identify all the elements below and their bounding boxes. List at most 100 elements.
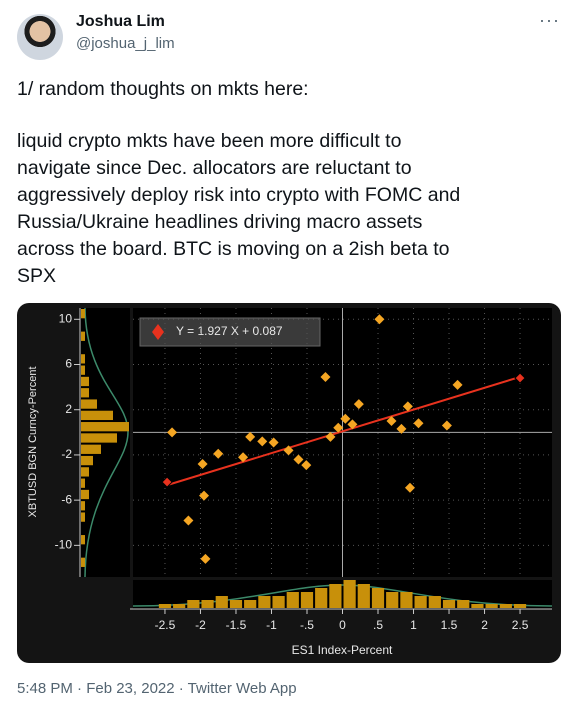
x-hist-bar	[329, 584, 342, 608]
x-hist-bar	[400, 592, 413, 608]
x-tick-label: .5	[373, 618, 383, 632]
x-hist-bar	[371, 588, 385, 608]
point	[167, 427, 178, 438]
y-hist-bar	[81, 410, 113, 421]
x-tick-label: -1.5	[226, 618, 247, 632]
y-hist-bar	[81, 467, 89, 477]
x-tick-label: 0	[339, 618, 346, 632]
y-axis-label: XBTUSD BGN Curncy-Percent	[27, 367, 39, 518]
point	[213, 448, 224, 459]
tweet-text: aggressively deploy risk into crypto wit…	[17, 184, 461, 206]
author-name[interactable]: Joshua Lim	[76, 13, 165, 30]
fit-line	[166, 375, 521, 487]
tweet-text: 1/ random thoughts on mkts here:	[17, 78, 309, 100]
point	[293, 454, 304, 465]
y-hist-bar	[81, 309, 85, 319]
y-hist-bar	[81, 433, 117, 443]
y-hist-bar	[81, 354, 85, 364]
tweet-text: across the board. BTC is moving on a 2is…	[17, 238, 450, 260]
x-tick-label: -.5	[300, 618, 314, 632]
y-tick-label: -10	[55, 538, 73, 552]
y-hist-bar	[81, 376, 89, 387]
y-hist-bar	[81, 489, 89, 500]
tweet-timestamp[interactable]: 5:48 PM · Feb 23, 2022 · Twitter Web App	[17, 680, 297, 697]
x-tick-label: 2	[481, 618, 488, 632]
avatar[interactable]	[17, 14, 63, 60]
y-hist-bar	[81, 557, 85, 567]
point	[183, 515, 194, 526]
x-hist-bar	[173, 604, 186, 608]
y-hist-bar	[81, 365, 85, 375]
x-tick-label: -2	[195, 618, 206, 632]
point	[320, 371, 331, 382]
x-hist-bar	[485, 604, 498, 608]
x-tick-label: -1	[266, 618, 277, 632]
y-hist-bar	[81, 331, 85, 341]
tweet-text: navigate since Dec. allocators are reluc…	[17, 157, 412, 179]
x-tick-label: -2.5	[155, 618, 176, 632]
point	[441, 420, 452, 431]
x-hist-bar	[315, 588, 328, 608]
y-hist-bar	[81, 422, 129, 432]
y-hist-bar	[81, 399, 97, 409]
point	[268, 437, 279, 448]
x-hist-bar	[442, 600, 456, 608]
x-tick-label: 2.5	[512, 618, 529, 632]
x-axis-label: ES1 Index-Percent	[292, 643, 393, 657]
y-hist-bar	[81, 444, 101, 454]
x-hist-bar	[428, 596, 441, 608]
point	[374, 314, 385, 325]
x-hist-bar	[244, 600, 257, 608]
legend-label: Y = 1.927 X + 0.087	[176, 324, 283, 338]
y-tick-label: 2	[65, 402, 72, 416]
point	[396, 423, 407, 434]
y-tick-label: 6	[65, 357, 72, 371]
x-hist-bar	[187, 600, 200, 608]
x-hist-bar	[201, 600, 214, 608]
point	[199, 490, 210, 501]
x-hist-bar	[357, 584, 370, 608]
x-tick-label: 1	[410, 618, 417, 632]
x-hist-bar	[158, 604, 172, 608]
y-hist-bar	[81, 478, 85, 488]
x-hist-bar	[386, 592, 399, 608]
point	[402, 401, 413, 412]
author-handle[interactable]: @joshua_j_lim	[76, 35, 175, 52]
x-hist-bar	[414, 596, 427, 608]
more-menu[interactable]: ···	[539, 10, 560, 30]
y-density-curve	[84, 307, 129, 578]
point	[245, 431, 256, 442]
x-hist-bar	[457, 600, 470, 608]
y-tick-label: 10	[59, 311, 73, 325]
x-hist-bar	[229, 600, 243, 608]
x-hist-bar	[471, 604, 484, 608]
point	[353, 399, 364, 410]
x-hist-bar	[215, 596, 228, 608]
point	[347, 419, 358, 430]
point	[386, 416, 397, 427]
tweet-text: liquid crypto mkts have been more diffic…	[17, 130, 402, 152]
point	[257, 436, 268, 447]
y-hist-bar	[81, 388, 89, 398]
x-hist-bar	[343, 580, 356, 608]
x-hist-bar	[258, 596, 271, 608]
legend	[139, 317, 321, 347]
point	[413, 418, 424, 429]
x-hist-bar	[513, 604, 527, 608]
point	[404, 482, 415, 493]
legend-marker	[152, 324, 164, 340]
y-hist-bar	[81, 535, 85, 545]
point	[161, 476, 173, 488]
x-hist-bar	[300, 592, 314, 608]
y-hist-bar	[81, 455, 93, 466]
point	[238, 452, 249, 463]
y-hist-bar	[81, 512, 85, 522]
point	[452, 379, 463, 390]
y-hist-bar	[81, 501, 85, 511]
tweet-text: Russia/Ukraine headlines driving macro a…	[17, 211, 423, 233]
x-tick-label: 1.5	[441, 618, 458, 632]
point	[325, 431, 336, 442]
point	[301, 460, 312, 471]
